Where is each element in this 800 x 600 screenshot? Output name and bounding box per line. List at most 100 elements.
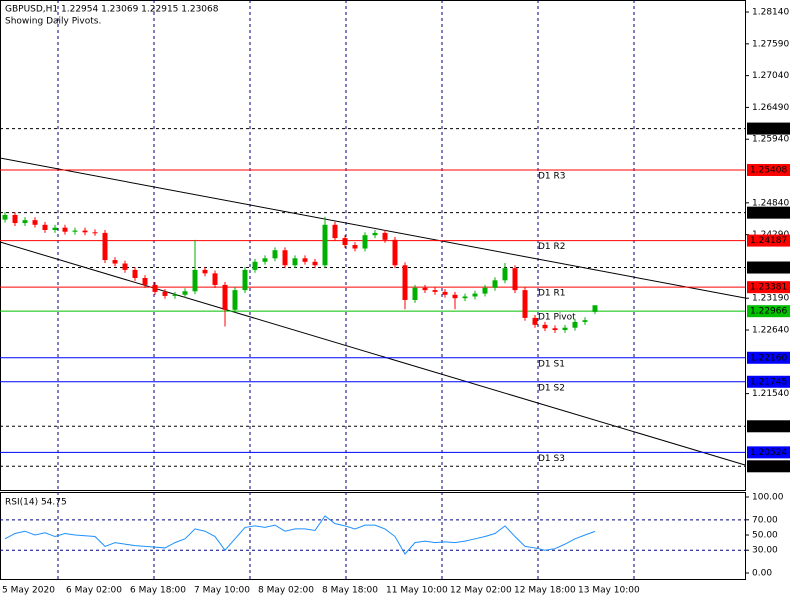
y-tick-label: 1.25940 bbox=[752, 135, 789, 145]
candle-body bbox=[392, 239, 398, 266]
candle-body bbox=[32, 220, 38, 225]
candle-body bbox=[552, 328, 558, 331]
x-tick-label: 5 May 2020 bbox=[2, 586, 55, 596]
data-layer: 1.28140 1.27590 1.27040 1.26490 1.25940 1.248… bbox=[0, 8, 790, 596]
rsi-tick-label: 100.00 bbox=[752, 493, 784, 503]
level-value: 1.22160 bbox=[750, 353, 787, 363]
trendline bbox=[0, 241, 746, 466]
candle-body bbox=[542, 324, 548, 329]
candle-body bbox=[222, 284, 228, 310]
y-tick-label: 1.26490 bbox=[752, 103, 789, 113]
level-name: D1 R1 bbox=[538, 289, 566, 299]
candle-body bbox=[282, 250, 288, 266]
candle-body bbox=[442, 291, 448, 295]
candle-body bbox=[82, 230, 88, 233]
y-tick-label: 1.27040 bbox=[752, 71, 789, 81]
candle-body bbox=[12, 214, 18, 224]
candle-body bbox=[492, 280, 498, 288]
candle-body bbox=[172, 294, 178, 296]
candle-body bbox=[592, 305, 598, 312]
candle-body bbox=[332, 224, 338, 239]
candle-body bbox=[122, 263, 128, 270]
candle-body bbox=[292, 258, 298, 266]
level-value: 1.20283 bbox=[750, 462, 787, 472]
candle-body bbox=[262, 258, 268, 262]
candle-body bbox=[192, 269, 198, 292]
y-tick-label: 1.24840 bbox=[752, 198, 789, 208]
candle-body bbox=[42, 224, 48, 230]
x-tick-label: 7 May 10:00 bbox=[194, 586, 250, 596]
rsi-line bbox=[4, 515, 596, 555]
y-tick-label: 1.21540 bbox=[752, 389, 789, 399]
rsi-tick-label: 50.00 bbox=[752, 531, 778, 541]
level-box bbox=[747, 446, 790, 459]
level-box bbox=[747, 305, 790, 318]
main-panel bbox=[0, 0, 746, 491]
x-tick-label: 12 May 02:00 bbox=[450, 586, 512, 596]
rsi-tick-label: 30.00 bbox=[752, 546, 778, 556]
candle-body bbox=[252, 261, 258, 270]
level-box bbox=[747, 163, 790, 176]
candle-body bbox=[382, 232, 388, 240]
candle-body bbox=[162, 291, 168, 296]
level-box bbox=[747, 375, 790, 388]
level-name: D1 R2 bbox=[538, 242, 566, 252]
candle-body bbox=[302, 258, 308, 262]
y-tick-label: 1.27590 bbox=[752, 39, 789, 49]
candle-body bbox=[562, 327, 568, 331]
y-tick-label: 1.22640 bbox=[752, 326, 789, 336]
candle-body bbox=[372, 232, 378, 236]
candle-body bbox=[202, 269, 208, 274]
level-value: 1.20524 bbox=[750, 448, 787, 458]
chart-title: GBPUSD,H1 1.22954 1.23069 1.22915 1.2306… bbox=[5, 5, 219, 15]
candle-body bbox=[212, 273, 218, 285]
candle-body bbox=[62, 227, 68, 232]
candle-body bbox=[242, 269, 248, 291]
candle-body bbox=[362, 235, 368, 249]
candle-body bbox=[52, 227, 58, 230]
candle-body bbox=[2, 214, 8, 220]
candle-body bbox=[22, 220, 28, 224]
candle-body bbox=[572, 321, 578, 328]
candle-body bbox=[112, 260, 118, 264]
level-name: D1 Pivot bbox=[538, 313, 576, 323]
x-tick-label: 6 May 02:00 bbox=[66, 586, 122, 596]
candle-body bbox=[452, 294, 458, 299]
candle-body bbox=[482, 287, 488, 294]
candle-body bbox=[472, 293, 478, 297]
rsi-tick-label: 70.00 bbox=[752, 515, 778, 525]
x-tick-label: 8 May 02:00 bbox=[258, 586, 314, 596]
rsi-panel bbox=[0, 492, 746, 580]
trendline bbox=[0, 157, 746, 299]
level-value: 1.26124 bbox=[750, 124, 787, 134]
candle-body bbox=[92, 232, 98, 234]
candle-body bbox=[102, 232, 108, 261]
level-box bbox=[747, 234, 790, 247]
candle-body bbox=[322, 224, 328, 266]
level-value: 1.20975 bbox=[750, 422, 787, 432]
level-box bbox=[747, 261, 790, 274]
candle-body bbox=[582, 320, 588, 322]
level-name: D1 S1 bbox=[538, 359, 565, 369]
candle-body bbox=[352, 245, 358, 249]
level-name: D1 S2 bbox=[538, 383, 565, 393]
candle-body bbox=[432, 290, 438, 292]
y-tick-label: 1.28140 bbox=[752, 8, 789, 18]
level-value: 1.24187 bbox=[750, 236, 787, 246]
level-name: D1 S3 bbox=[538, 454, 565, 464]
x-tick-label: 8 May 18:00 bbox=[322, 586, 378, 596]
level-name: D1 R3 bbox=[538, 171, 566, 181]
candle-body bbox=[182, 291, 188, 295]
candle-body bbox=[132, 269, 138, 278]
rsi-title: RSI(14) 54.75 bbox=[5, 498, 67, 508]
level-value: 1.21745 bbox=[750, 377, 787, 387]
chart-subtitle: Showing Daily Pivots. bbox=[5, 17, 101, 27]
level-value: 1.23381 bbox=[750, 283, 787, 293]
x-tick-label: 6 May 18:00 bbox=[130, 586, 186, 596]
candle-body bbox=[342, 238, 348, 246]
candle-body bbox=[232, 290, 238, 310]
x-tick-label: 13 May 10:00 bbox=[578, 586, 640, 596]
candle-body bbox=[532, 317, 538, 325]
